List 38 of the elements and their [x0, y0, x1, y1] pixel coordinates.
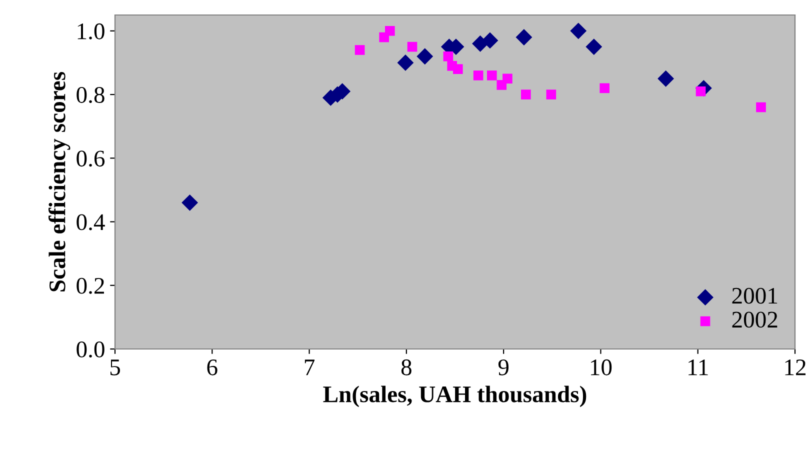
y-tick-label: 0.2	[76, 278, 104, 294]
point	[570, 22, 587, 40]
point	[354, 45, 365, 55]
point	[443, 51, 454, 62]
x-tick-label: 11	[688, 360, 708, 376]
point	[516, 29, 532, 46]
point	[407, 42, 418, 52]
x-tick-label: 8	[401, 359, 412, 376]
point	[502, 74, 512, 84]
point	[521, 90, 531, 100]
x-tick-label: 12	[785, 359, 806, 376]
point	[385, 26, 395, 36]
x-tick-label: 9	[498, 359, 509, 376]
x-axis-title: Ln(sales, UAH thousands)	[323, 386, 586, 408]
point	[756, 102, 766, 112]
x-tick-label: 7	[304, 360, 315, 376]
legend-label: 2002	[732, 312, 778, 328]
y-tick-label: 0.8	[76, 87, 104, 104]
point	[586, 38, 602, 56]
text: 0.0	[76, 341, 104, 358]
point	[546, 90, 556, 100]
y-tick-label: 1.0	[78, 23, 104, 40]
x-tick-label: 5	[110, 360, 120, 376]
x-tick-label: 6	[207, 359, 218, 376]
point	[658, 70, 674, 87]
y-tick-label: 0.4	[76, 214, 105, 230]
point	[416, 48, 434, 65]
point	[182, 194, 198, 211]
point	[482, 32, 498, 49]
y-axis-title: Scale efficiency scores	[48, 72, 70, 292]
y-tick-label: 0.6	[76, 150, 105, 167]
point	[453, 64, 463, 74]
legend-label: 2001	[732, 288, 778, 304]
x-tick-label: 10	[590, 359, 612, 376]
point	[397, 54, 414, 71]
point	[473, 70, 484, 80]
point	[600, 83, 610, 94]
point	[487, 70, 497, 80]
